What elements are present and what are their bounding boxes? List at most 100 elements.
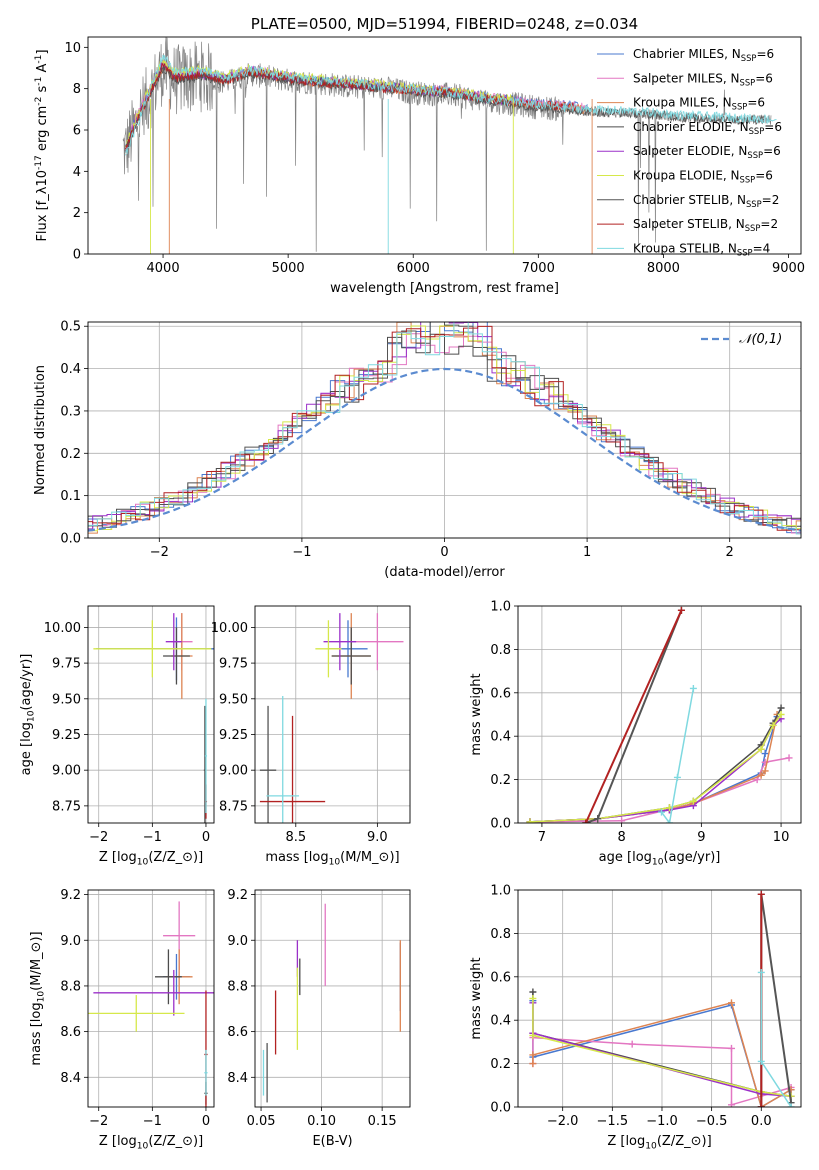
y-tick-label: 8.4	[227, 1071, 248, 1086]
x-tick-label: 0.0	[751, 1114, 772, 1129]
data-point	[287, 79, 289, 81]
data-point	[762, 119, 765, 121]
y-tick-label: 9.0	[227, 934, 248, 949]
legend-entry: Chabrier MILES, NSSP=6	[633, 47, 774, 63]
data-point	[312, 81, 314, 84]
chart-title: PLATE=0500, MJD=51994, FIBERID=0248, z=0…	[251, 15, 638, 33]
y-tick-label: 0.3	[60, 404, 81, 419]
x-tick-label: 8.5	[285, 830, 306, 845]
y-axis-label: Normed distribution	[33, 365, 48, 495]
plot-area	[259, 613, 404, 823]
data-point	[174, 71, 177, 73]
data-point	[727, 999, 735, 1007]
data-point	[777, 711, 785, 718]
y-tick-label: 0.6	[490, 686, 511, 701]
model-series	[125, 54, 776, 155]
axes-frame	[254, 605, 411, 824]
data-point	[587, 110, 589, 112]
legend-entry: Chabrier ELODIE, NSSP=6	[633, 120, 782, 136]
data-point	[785, 754, 793, 762]
data-point	[757, 745, 765, 753]
plot-area	[88, 901, 214, 1107]
data-point	[787, 1103, 795, 1107]
x-tick-label: 0	[440, 545, 448, 560]
series-line	[532, 998, 792, 1097]
legend-entry: Kroupa ELODIE, NSSP=6	[633, 169, 773, 185]
data-point	[165, 613, 182, 671]
y-tick-label: 9.00	[52, 764, 81, 779]
y-tick-label: 8.75	[52, 799, 81, 814]
y-tick-label: 0.8	[490, 643, 511, 658]
x-tick-label: 0.10	[307, 1114, 336, 1129]
y-tick-label: 8.8	[227, 979, 248, 994]
x-tick-label: 9	[697, 830, 705, 845]
data-point	[673, 773, 681, 781]
x-tick-label: −1.5	[597, 1114, 629, 1129]
x-tick-label: 1	[583, 545, 591, 560]
data-point	[124, 154, 127, 156]
data-point	[529, 1031, 537, 1039]
data-point	[204, 1049, 208, 1096]
x-tick-label: 0	[202, 830, 210, 845]
series-line	[529, 757, 790, 823]
data-point	[757, 890, 765, 898]
histogram	[88, 325, 801, 531]
y-tick-label: 0.4	[490, 1014, 511, 1029]
x-tick-label: −1.0	[646, 1114, 678, 1129]
y-tick-label: 10.00	[44, 621, 81, 636]
series-line	[529, 718, 782, 823]
data-point	[266, 695, 300, 823]
y-tick-label: 0.8	[490, 927, 511, 942]
data-point	[637, 110, 639, 112]
x-axis-label: E(B-V)	[312, 1134, 352, 1149]
x-tick-label: −2	[89, 830, 108, 845]
series-line	[529, 714, 782, 823]
data-point	[93, 620, 212, 678]
axes-residuals: −2 −1 0 1 2 0.0 0.1 0.2 0.3 0.4 0.5 (data-model)/er…	[33, 320, 802, 580]
plot-area	[93, 613, 214, 823]
data-point	[628, 1040, 636, 1048]
data-point	[757, 1103, 765, 1107]
data-point	[761, 750, 769, 758]
data-point	[137, 121, 139, 123]
data-point	[412, 88, 414, 90]
x-tick-label: 7000	[522, 261, 555, 276]
axes-frame	[87, 36, 802, 255]
data-point	[529, 995, 537, 1002]
x-tick-label: 5000	[272, 261, 305, 276]
y-tick-label: 0.4	[490, 730, 511, 745]
model-series	[125, 59, 514, 150]
y-tick-label: 10	[64, 41, 81, 56]
y-tick-label: 6	[73, 124, 81, 139]
data-point	[757, 771, 765, 779]
legend-entry: Salpeter STELIB, NSSP=2	[633, 217, 778, 233]
x-axis-label: (data-model)/error	[384, 565, 505, 580]
data-point	[487, 98, 489, 100]
series-line	[584, 609, 683, 823]
y-tick-label: 0.2	[60, 447, 81, 462]
series-line	[529, 714, 778, 823]
data-point	[312, 79, 314, 81]
axes-mass-vs-EBV: 0.05 0.10 0.15 8.4 8.6 8.8 9.0 9.2 E(B-V)	[227, 888, 411, 1149]
series-line	[660, 688, 695, 823]
x-tick-label: −1	[143, 830, 162, 845]
x-axis-label: age [log10(age/yr)]	[599, 850, 721, 867]
data-point	[224, 77, 227, 79]
data-point	[162, 55, 164, 57]
y-axis-label: age [log10(age/yr)]	[19, 654, 36, 776]
histogram	[88, 322, 801, 529]
data-point	[737, 117, 740, 119]
data-point	[529, 1051, 537, 1059]
data-point	[529, 1060, 537, 1068]
y-tick-label: 2	[73, 206, 81, 221]
y-tick-label: 8.6	[227, 1025, 248, 1040]
data-point	[665, 819, 673, 823]
data-point	[259, 705, 277, 823]
data-point	[137, 117, 139, 119]
x-tick-label: 2	[726, 545, 734, 560]
plot-area	[88, 322, 801, 535]
x-tick-label: −0.5	[696, 1114, 728, 1129]
axes-frame	[87, 605, 215, 824]
data-point	[174, 79, 177, 81]
axes-mass-weight-vs-Z: −2.0 −1.5 −1.0 −0.5 0.0 0.0 0.2 0.4 0.6 0.8 1.0 Z […	[469, 884, 802, 1151]
